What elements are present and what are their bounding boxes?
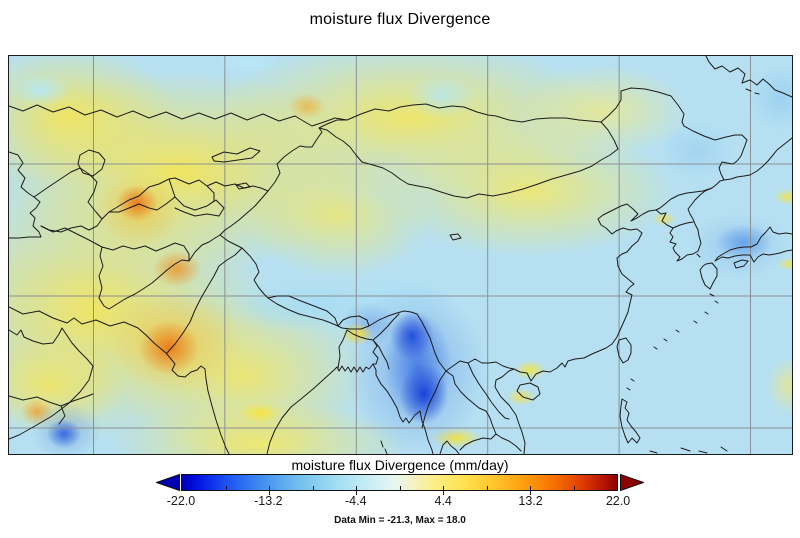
border-himalaya-nepal-bhutan [219,234,418,330]
coast-andaman [380,440,388,454]
colorbar-tick [399,486,401,490]
colorbar-tick [530,486,531,495]
colorbar-tick [312,486,314,490]
border-iran-afghan-pak [40,225,221,310]
colorbar-tick [573,486,575,490]
colorbar-tick [225,486,227,490]
colorbar-tick [443,486,444,495]
colorbar-right-arrow-icon [620,474,644,491]
colorbar-title: moisture flux Divergence (mm/day) [291,457,509,473]
lake-aral [77,149,106,177]
coast-vietnam-china [494,203,657,454]
colorbar-tick [486,486,488,490]
lake-balkhash [211,147,462,241]
border-mongolia-south [318,119,619,199]
border-indochina [416,313,522,452]
coast-gulf-thailand [439,440,460,454]
coast-okhotsk [705,56,792,98]
coast-japan [653,226,792,350]
border-kazakhstan-russia [9,104,313,127]
coastlines [9,56,792,454]
map-overlay [9,56,792,454]
border-central-asia [33,167,269,233]
plot-title: moisture flux Divergence [309,11,491,28]
coast-caspian [9,151,42,239]
data-range-label: Data Min = -21.3, Max = 18.0 [334,515,466,526]
border-bangladesh [337,313,400,370]
coast-korea-primorye [655,137,792,262]
coast-philippines [619,398,728,454]
colorbar-tick-label: 22.0 [605,494,631,508]
coast-hainan [516,382,541,401]
border-arabia [9,393,94,425]
heatmap-field [9,56,792,454]
colorbar-tick-label: -22.0 [166,494,196,508]
coast-taiwan [616,337,635,391]
colorbar-tick [269,486,270,495]
coast-india-east-burma [266,363,434,454]
country-borders [9,87,748,452]
colorbar-tick [356,486,357,495]
border-china-korea [655,187,713,229]
border-china-west [219,127,323,236]
border-india-pakistan [166,247,243,354]
colorbar-tick-labels: -22.0 -13.2 -4.4 4.4 13.2 22.0 [167,494,630,508]
map-panel [8,55,793,455]
colorbar-left-arrow-icon [156,474,180,491]
coast-iran-india-west [9,306,230,454]
colorbar-tick-label: 4.4 [434,494,452,508]
gridlines [9,56,792,454]
colorbar-tick-label: 13.2 [518,494,543,508]
colorbar-tick-label: -13.2 [254,494,283,508]
colorbar-tick-label: -4.4 [345,494,367,508]
border-russia-mongolia-amur [311,87,748,181]
coast-arabia [9,327,94,440]
colorbar-gradient [181,474,618,495]
